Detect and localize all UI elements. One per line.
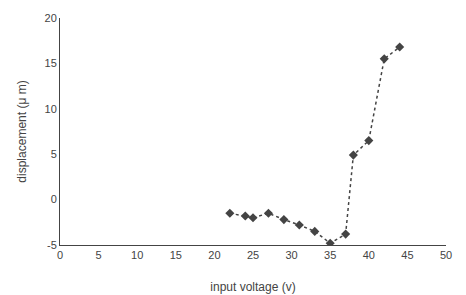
svg-text:-5: -5 bbox=[47, 239, 57, 251]
svg-text:5: 5 bbox=[96, 249, 102, 261]
svg-text:0: 0 bbox=[57, 249, 63, 261]
svg-text:50: 50 bbox=[440, 249, 452, 261]
svg-text:15: 15 bbox=[45, 57, 57, 69]
svg-text:input voltage (v): input voltage (v) bbox=[210, 280, 295, 294]
svg-text:15: 15 bbox=[170, 249, 182, 261]
svg-text:45: 45 bbox=[401, 249, 413, 261]
svg-text:20: 20 bbox=[208, 249, 220, 261]
svg-text:40: 40 bbox=[363, 249, 375, 261]
svg-text:25: 25 bbox=[247, 249, 259, 261]
svg-text:10: 10 bbox=[131, 249, 143, 261]
svg-text:10: 10 bbox=[45, 103, 57, 115]
svg-text:5: 5 bbox=[51, 148, 57, 160]
svg-text:displacement (μ m): displacement (μ m) bbox=[15, 80, 29, 182]
svg-text:0: 0 bbox=[51, 193, 57, 205]
svg-text:30: 30 bbox=[285, 249, 297, 261]
svg-text:35: 35 bbox=[324, 249, 336, 261]
svg-text:20: 20 bbox=[45, 12, 57, 24]
